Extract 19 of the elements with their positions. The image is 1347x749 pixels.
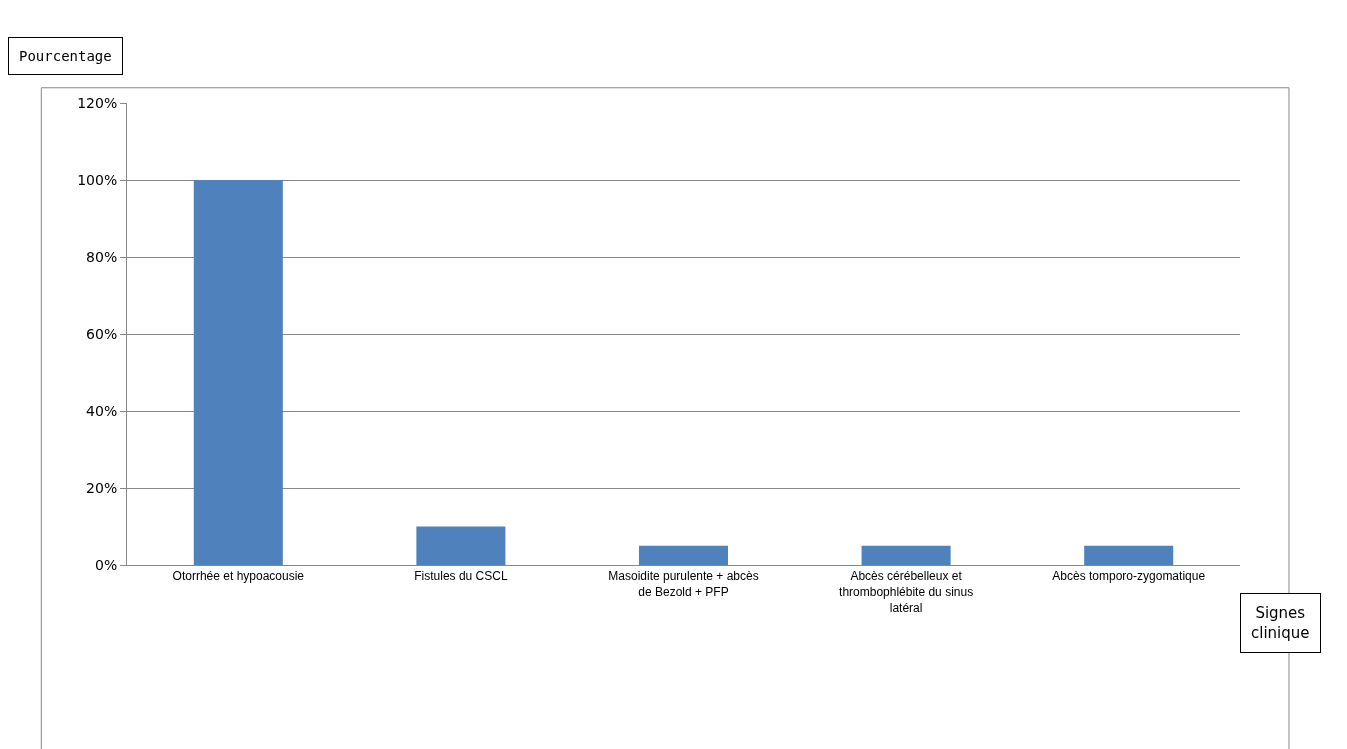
bar — [638, 545, 729, 565]
x-tick-label: Abcès cérébelleux et thrombophlébite du sinus latéral — [839, 569, 974, 615]
bar — [861, 545, 951, 565]
y-tick-label: 20% — [86, 479, 118, 496]
x-tick-label: Abcès tomporo-zygomatique — [1052, 569, 1206, 584]
y-tick-label: 120% — [77, 94, 118, 111]
y-tick-label: 80% — [86, 248, 118, 265]
y-tick-label: 60% — [86, 325, 118, 342]
bar — [193, 180, 283, 565]
y-tick-label: 0% — [94, 556, 118, 573]
bar — [1084, 545, 1174, 565]
y-tick-label: 100% — [77, 171, 118, 188]
x-tick-label: Fistules du CSCL — [414, 569, 508, 584]
y-axis-title: Pourcentage — [19, 48, 112, 64]
x-tick-label: Otorrhée et hypoacousie — [172, 569, 305, 584]
y-tick-label: 40% — [86, 402, 118, 419]
x-tick-label: Masoidite purulente + abcès de Bezold + PFP — [608, 569, 759, 599]
x-axis-title: Signes clinique — [1251, 604, 1310, 642]
bar — [416, 526, 506, 565]
